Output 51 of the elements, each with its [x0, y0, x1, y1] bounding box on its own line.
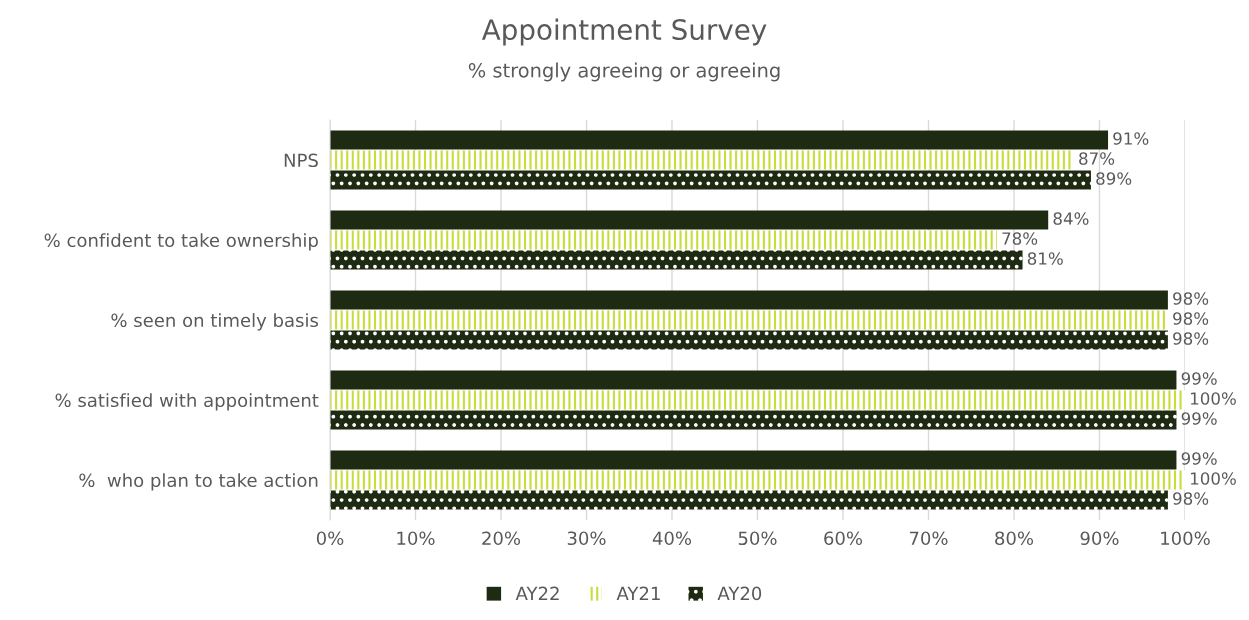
x-tick-label: 70%	[909, 531, 948, 546]
y-tick-label: % satisfied with appointment	[55, 393, 319, 411]
chart-title: Appointment Survey	[481, 18, 767, 46]
bar	[330, 330, 1168, 350]
y-tick-label: % confident to take ownership	[44, 233, 318, 251]
y-tick-label: % seen on timely basis	[111, 313, 319, 331]
bar	[330, 310, 1168, 330]
data-label: 99%	[1181, 412, 1217, 425]
x-tick-label: 20%	[482, 531, 521, 546]
bar	[330, 250, 1023, 270]
bar	[330, 170, 1091, 190]
data-label: 89%	[1096, 172, 1132, 185]
data-label: 99%	[1181, 452, 1217, 465]
x-tick-label: 60%	[824, 531, 863, 546]
y-tick-label: NPS	[284, 153, 318, 168]
data-label: 100%	[1191, 472, 1236, 485]
bar	[330, 390, 1185, 410]
legend-label: AY22	[515, 586, 559, 600]
bar	[330, 370, 1177, 390]
x-tick-label: 80%	[995, 531, 1034, 546]
bar	[330, 130, 1109, 150]
bar	[330, 210, 1049, 230]
bar	[330, 470, 1185, 490]
bar	[330, 150, 1074, 170]
chart-subtitle: % strongly agreeing or agreeing	[468, 62, 780, 82]
x-tick-label: 30%	[567, 531, 606, 546]
data-label: 84%	[1053, 212, 1089, 225]
data-label: 91%	[1113, 132, 1149, 145]
x-tick-label: 100%	[1161, 531, 1210, 546]
x-tick-label: 10%	[397, 531, 435, 546]
bar	[330, 450, 1177, 470]
x-tick-label: 50%	[738, 531, 777, 546]
data-label: 98%	[1173, 332, 1209, 345]
x-tick-label: 90%	[1080, 531, 1119, 546]
data-label: 87%	[1079, 152, 1115, 165]
data-label: 99%	[1181, 372, 1217, 385]
bar	[330, 410, 1177, 430]
data-label: 98%	[1173, 312, 1209, 325]
data-label: 98%	[1173, 492, 1209, 505]
legend-label: AY20	[717, 586, 762, 601]
x-tick-label: 0%	[316, 531, 344, 546]
data-label: 81%	[1027, 252, 1063, 265]
x-tick-label: 40%	[652, 531, 692, 546]
y-tick-label: % who plan to take action	[79, 473, 318, 491]
data-label: 100%	[1191, 392, 1236, 405]
bar	[330, 290, 1168, 310]
data-label: 98%	[1173, 292, 1209, 305]
bar	[330, 230, 997, 250]
bar	[330, 490, 1168, 510]
data-label: 78%	[1002, 232, 1038, 245]
legend-label: AY21	[616, 586, 660, 600]
